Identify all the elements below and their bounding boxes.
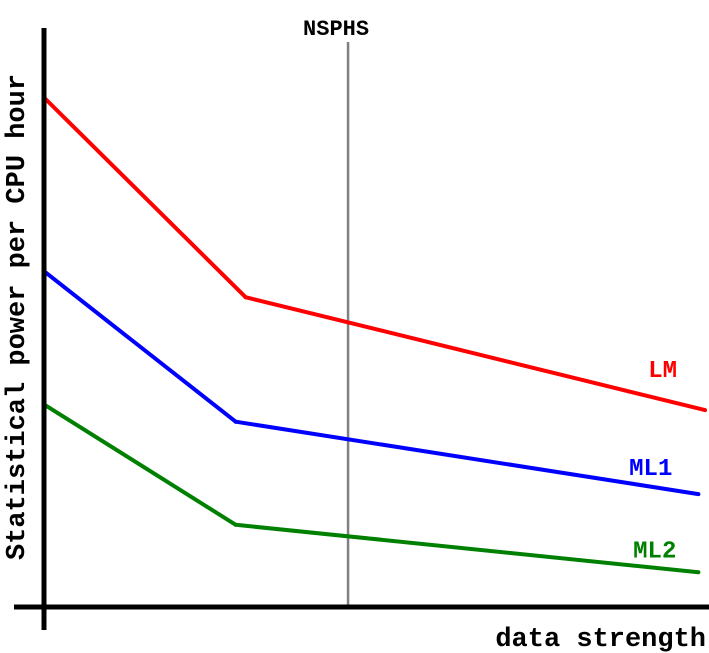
series-label-ml2: ML2 [633, 538, 676, 565]
y-axis-label: Statistical power per CPU hour [3, 74, 33, 560]
series-line-lm [42, 96, 706, 413]
series-point-ml2 [696, 570, 701, 575]
series-point-lm [243, 295, 248, 300]
series-point-lm [703, 408, 707, 413]
series-line-ml2 [42, 402, 699, 575]
series-point-ml1 [696, 492, 701, 497]
x-axis-label: data strength [495, 625, 706, 653]
series-point-ml2 [233, 522, 238, 527]
series-point-ml1 [233, 419, 238, 424]
series-label-ml1: ML1 [629, 456, 672, 483]
reference-line-label: NSPHS [303, 17, 369, 42]
series-layer: LM ML1 ML2 [42, 95, 707, 575]
series-label-lm: LM [648, 358, 677, 385]
